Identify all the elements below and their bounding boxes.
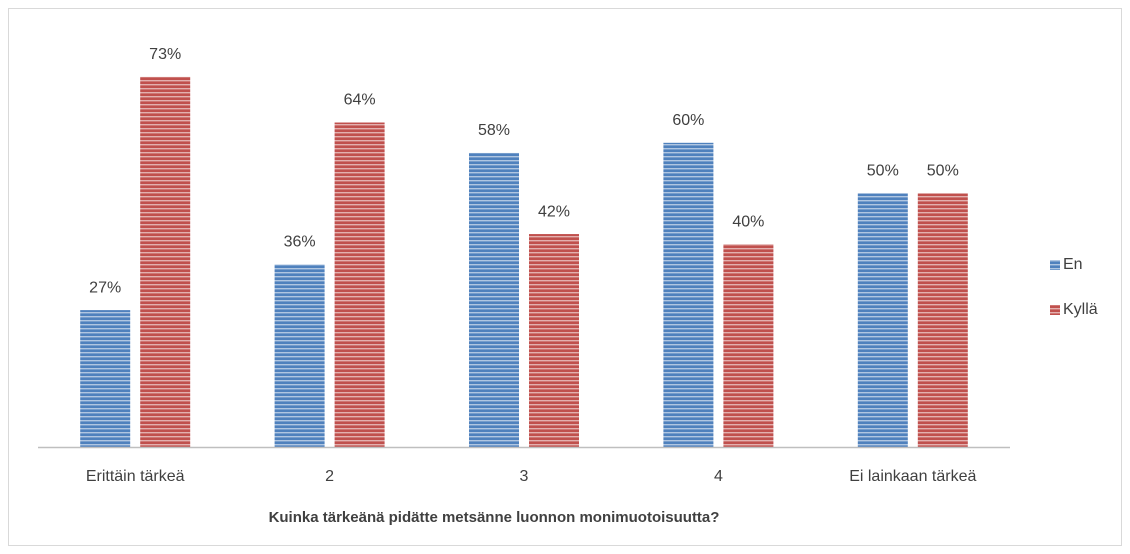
data-label: 50%: [927, 163, 959, 180]
x-tick-label: Ei lainkaan tärkeä: [849, 468, 976, 485]
x-tick-label: 2: [325, 468, 334, 485]
data-label: 60%: [672, 112, 704, 129]
bar: [334, 122, 385, 448]
bar: [80, 310, 131, 447]
legend-swatch: [1050, 260, 1060, 270]
bar: [857, 193, 908, 447]
legend-label: Kyllä: [1063, 301, 1098, 318]
x-axis-title: Kuinka tärkeänä pidätte metsänne luonnon…: [269, 509, 720, 526]
data-label: 73%: [149, 46, 181, 63]
data-label: 27%: [89, 279, 121, 296]
x-tick-label: 3: [520, 468, 529, 485]
data-label: 40%: [732, 213, 764, 230]
bar: [529, 234, 579, 447]
data-label: 50%: [867, 163, 899, 180]
bar: [663, 142, 714, 448]
bar: [723, 244, 774, 447]
bar: [274, 264, 325, 447]
x-tick-label: Erittäin tärkeä: [86, 468, 185, 485]
data-label: 42%: [538, 203, 570, 220]
data-label: 58%: [478, 122, 510, 139]
data-label: 64%: [344, 92, 376, 109]
bar: [469, 152, 519, 447]
legend-swatch: [1050, 305, 1060, 315]
bar: [140, 76, 191, 447]
x-tick-label: 4: [714, 468, 723, 485]
bar: [917, 193, 968, 447]
legend-label: En: [1063, 256, 1083, 273]
data-label: 36%: [284, 234, 316, 251]
